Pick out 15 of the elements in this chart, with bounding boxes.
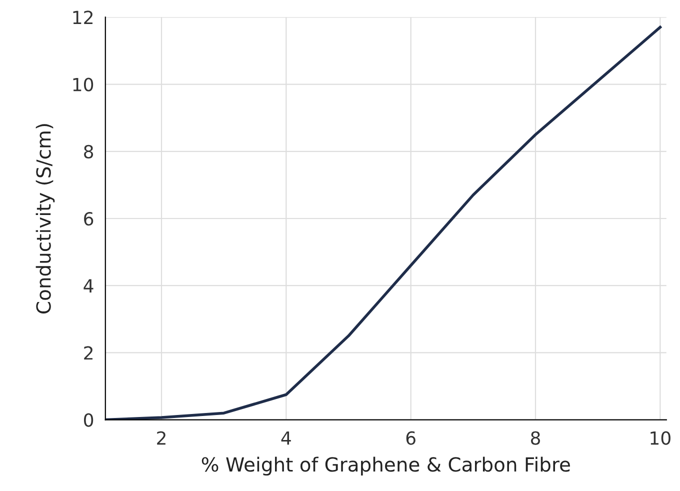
x-tick-label: 8 [530,431,540,445]
x-tick-label: 6 [406,431,416,445]
y-tick-label: 8 [84,144,94,159]
y-tick-label: 2 [84,346,92,360]
y-tick-label: 0 [84,413,94,427]
y-tick-label: 4 [84,279,94,292]
x-tick-label: 2 [157,431,166,445]
y-axis-title: Conductivity (S/cm) [36,124,55,314]
line-series [105,26,662,420]
y-tick-label: 12 [73,10,92,24]
x-tick-label: 4 [281,431,291,445]
x-axis-title: % Weight of Graphene & Carbon Fibre [202,456,570,476]
y-tick-label: 6 [84,212,94,226]
x-tick-label: 10 [650,431,670,445]
y-tick-label: 10 [73,78,94,92]
